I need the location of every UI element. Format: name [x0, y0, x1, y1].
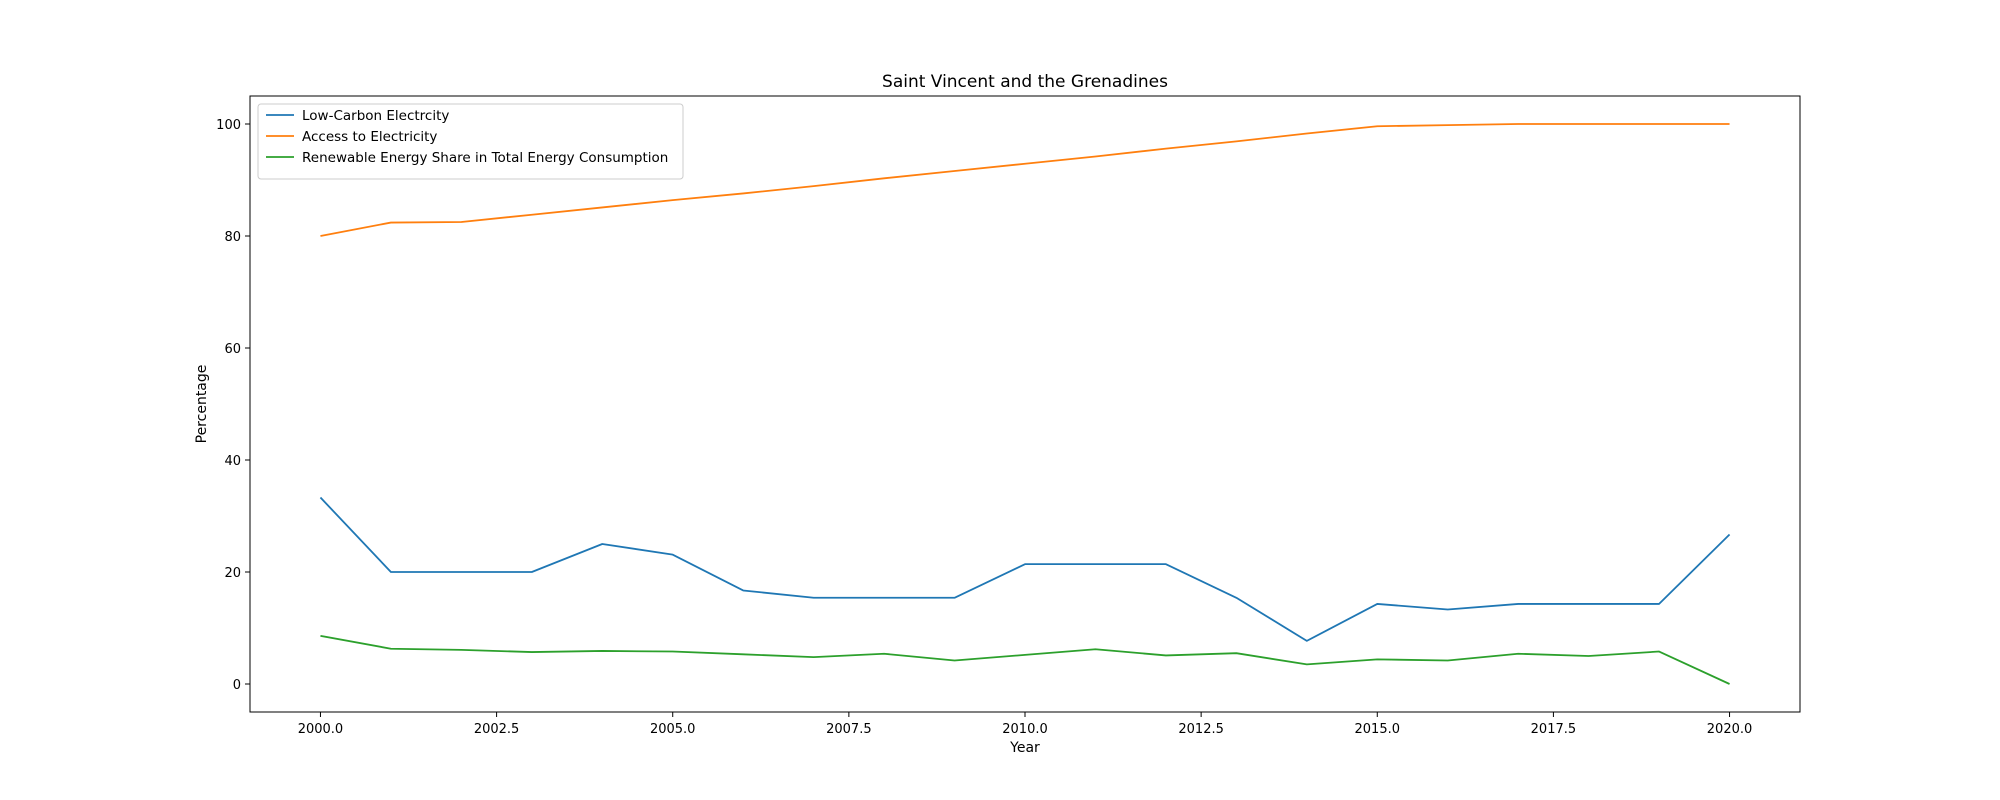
legend-label: Renewable Energy Share in Total Energy C… — [302, 150, 668, 166]
y-tick-label: 20 — [224, 566, 241, 581]
x-axis: 2000.0 2002.5 2005.0 2007.5 2010.0 2012.5 2015… — [298, 712, 1753, 737]
x-tick-label: 2010.0 — [1002, 722, 1048, 737]
legend: Low-Carbon Electrcity Access to Electrici… — [257, 103, 684, 180]
x-tick-label: 2000.0 — [298, 722, 344, 737]
y-tick-label: 0 — [233, 678, 241, 693]
x-tick-label: 2017.5 — [1531, 722, 1577, 737]
series-line-2 — [320, 123, 1730, 237]
x-tick-label: 2002.5 — [474, 722, 520, 737]
series-line-3 — [320, 634, 1730, 685]
legend-box — [257, 103, 684, 180]
y-axis-label: Percentage — [194, 365, 210, 444]
legend-label: Access to Electricity — [302, 129, 437, 145]
y-tick-label: 100 — [216, 118, 241, 133]
y-tick-label: 40 — [224, 454, 241, 469]
y-axis: 0 20 40 60 80 100 — [216, 118, 250, 693]
series-lines — [319, 123, 1731, 685]
y-tick-label: 60 — [224, 342, 241, 357]
series-line-1 — [319, 496, 1731, 642]
x-tick-label: 2020.0 — [1707, 722, 1753, 737]
x-tick-label: 2005.0 — [650, 722, 696, 737]
x-tick-label: 2015.0 — [1355, 722, 1401, 737]
x-axis-label: Year — [1009, 740, 1040, 756]
x-tick-label: 2012.5 — [1178, 722, 1224, 737]
plot-area — [249, 95, 1801, 713]
chart-title: Saint Vincent and the Grenadines — [882, 72, 1168, 92]
x-tick-label: 2007.5 — [826, 722, 872, 737]
legend-label: Low-Carbon Electrcity — [302, 108, 449, 124]
y-tick-label: 80 — [224, 230, 241, 245]
